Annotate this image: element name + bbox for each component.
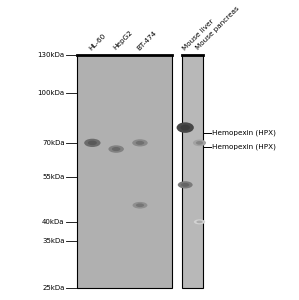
Ellipse shape xyxy=(193,140,206,146)
Ellipse shape xyxy=(84,139,100,147)
Ellipse shape xyxy=(181,183,189,187)
Text: Mouse liver: Mouse liver xyxy=(181,18,215,51)
Ellipse shape xyxy=(194,219,205,224)
Text: 100kDa: 100kDa xyxy=(38,89,65,95)
Text: Mouse pancreas: Mouse pancreas xyxy=(195,5,241,51)
Text: 25kDa: 25kDa xyxy=(42,285,65,291)
Ellipse shape xyxy=(109,145,124,153)
Text: 70kDa: 70kDa xyxy=(42,140,65,146)
Text: BT-474: BT-474 xyxy=(136,29,158,51)
Ellipse shape xyxy=(196,220,203,223)
Ellipse shape xyxy=(112,147,120,151)
Text: 40kDa: 40kDa xyxy=(42,219,65,225)
Bar xyxy=(77,56,172,288)
Ellipse shape xyxy=(196,141,203,145)
Ellipse shape xyxy=(178,181,193,188)
Text: 35kDa: 35kDa xyxy=(42,238,65,244)
Text: Hemopexin (HPX): Hemopexin (HPX) xyxy=(212,144,276,150)
Text: HL-60: HL-60 xyxy=(88,32,107,51)
Ellipse shape xyxy=(177,122,194,133)
Ellipse shape xyxy=(136,203,144,207)
Text: 130kDa: 130kDa xyxy=(38,52,65,59)
Ellipse shape xyxy=(181,125,190,130)
Text: 55kDa: 55kDa xyxy=(42,174,65,180)
Ellipse shape xyxy=(132,202,147,208)
Ellipse shape xyxy=(136,141,144,145)
Ellipse shape xyxy=(88,141,97,145)
Text: Hemopexin (HPX): Hemopexin (HPX) xyxy=(212,130,276,136)
Bar xyxy=(181,56,203,288)
Text: HepG2: HepG2 xyxy=(112,29,134,51)
Ellipse shape xyxy=(132,139,148,146)
